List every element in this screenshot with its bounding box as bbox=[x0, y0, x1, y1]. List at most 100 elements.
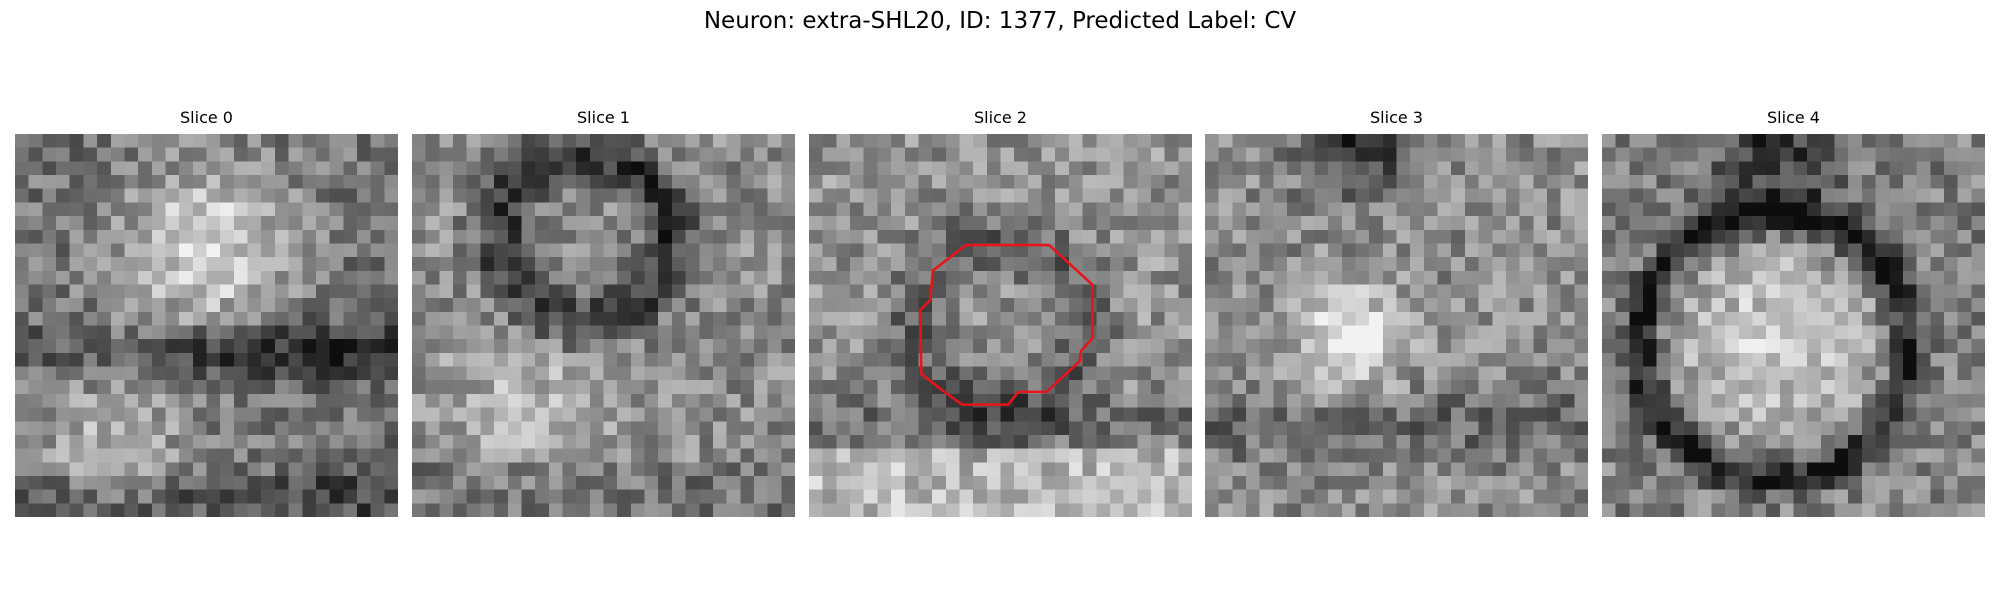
pixel bbox=[1396, 434, 1411, 449]
pixel bbox=[1423, 243, 1438, 258]
pixel bbox=[836, 393, 851, 408]
pixel bbox=[850, 216, 864, 231]
pixel bbox=[1615, 243, 1630, 258]
pixel bbox=[1902, 284, 1917, 299]
pixel bbox=[1410, 270, 1425, 285]
pixel bbox=[753, 298, 768, 313]
pixel bbox=[1123, 257, 1138, 272]
pixel bbox=[343, 147, 358, 162]
pixel bbox=[1533, 462, 1548, 477]
pixel bbox=[1752, 325, 1767, 340]
pixel bbox=[1396, 393, 1411, 408]
pixel bbox=[1000, 311, 1015, 326]
pixel bbox=[1410, 380, 1425, 395]
pixel bbox=[425, 393, 440, 408]
pixel bbox=[1560, 380, 1575, 395]
pixel bbox=[1355, 448, 1370, 463]
pixel bbox=[1000, 448, 1015, 463]
pixel bbox=[973, 243, 988, 258]
pixel bbox=[1957, 243, 1972, 258]
pixel bbox=[1779, 421, 1794, 436]
pixel bbox=[1150, 475, 1165, 490]
pixel bbox=[712, 503, 727, 517]
pixel bbox=[466, 311, 481, 326]
pixel bbox=[1137, 462, 1152, 477]
pixel bbox=[480, 188, 495, 203]
pixel bbox=[179, 229, 194, 244]
pixel bbox=[1041, 407, 1056, 422]
pixel bbox=[1137, 339, 1152, 354]
pixel bbox=[1232, 161, 1247, 176]
pixel bbox=[1137, 284, 1152, 299]
pixel bbox=[836, 325, 851, 340]
pixel bbox=[206, 216, 221, 231]
pixel bbox=[877, 202, 892, 217]
pixel bbox=[179, 339, 194, 354]
pixel bbox=[1478, 462, 1493, 477]
pixel bbox=[302, 366, 317, 381]
pixel bbox=[1916, 489, 1931, 504]
pixel bbox=[1396, 257, 1411, 272]
pixel bbox=[425, 434, 440, 449]
pixel bbox=[1218, 175, 1233, 189]
pixel bbox=[658, 421, 673, 436]
pixel bbox=[1437, 462, 1452, 477]
pixel bbox=[1889, 339, 1904, 354]
pixel bbox=[836, 161, 851, 176]
pixel bbox=[1137, 161, 1152, 176]
pixel bbox=[1711, 188, 1726, 203]
pixel bbox=[1505, 352, 1520, 367]
pixel bbox=[343, 216, 358, 231]
pixel bbox=[288, 380, 303, 395]
pixel bbox=[247, 202, 262, 217]
pixel bbox=[1328, 489, 1343, 504]
pixel bbox=[384, 407, 398, 422]
pixel bbox=[1861, 489, 1876, 504]
pixel bbox=[302, 229, 317, 244]
pixel bbox=[1697, 421, 1712, 436]
pixel bbox=[1314, 393, 1329, 408]
pixel bbox=[206, 448, 221, 463]
pixel bbox=[302, 161, 317, 176]
pixel bbox=[891, 257, 906, 272]
pixel bbox=[658, 489, 673, 504]
pixel bbox=[1574, 475, 1588, 490]
pixel bbox=[288, 421, 303, 436]
pixel bbox=[1807, 216, 1822, 231]
pixel bbox=[1382, 393, 1397, 408]
pixel bbox=[767, 352, 782, 367]
pixel bbox=[562, 475, 577, 490]
pixel bbox=[1246, 229, 1260, 244]
pixel bbox=[453, 489, 467, 504]
pixel bbox=[1684, 147, 1699, 162]
pixel bbox=[1055, 202, 1070, 217]
pixel bbox=[1738, 380, 1753, 395]
pixel bbox=[562, 298, 577, 313]
pixel bbox=[1218, 393, 1233, 408]
pixel bbox=[548, 284, 563, 299]
pixel bbox=[1218, 147, 1233, 162]
pixel bbox=[904, 298, 919, 313]
pixel bbox=[521, 202, 536, 217]
pixel bbox=[1478, 284, 1493, 299]
pixel bbox=[1451, 503, 1466, 517]
pixel bbox=[1423, 489, 1438, 504]
pixel bbox=[1137, 311, 1152, 326]
pixel bbox=[1861, 339, 1876, 354]
pixel bbox=[138, 339, 153, 354]
pixel bbox=[69, 352, 84, 367]
pixel bbox=[850, 175, 864, 189]
pixel bbox=[1014, 311, 1029, 326]
pixel bbox=[617, 134, 632, 148]
pixel bbox=[1150, 352, 1165, 367]
pixel bbox=[767, 380, 782, 395]
pixel bbox=[274, 175, 289, 189]
pixel bbox=[1492, 462, 1507, 477]
pixel bbox=[138, 421, 153, 436]
pixel bbox=[1068, 339, 1083, 354]
pixel bbox=[973, 489, 988, 504]
pixel bbox=[726, 503, 741, 517]
pixel bbox=[1410, 147, 1425, 162]
pixel bbox=[1957, 434, 1972, 449]
pixel bbox=[1300, 134, 1315, 148]
